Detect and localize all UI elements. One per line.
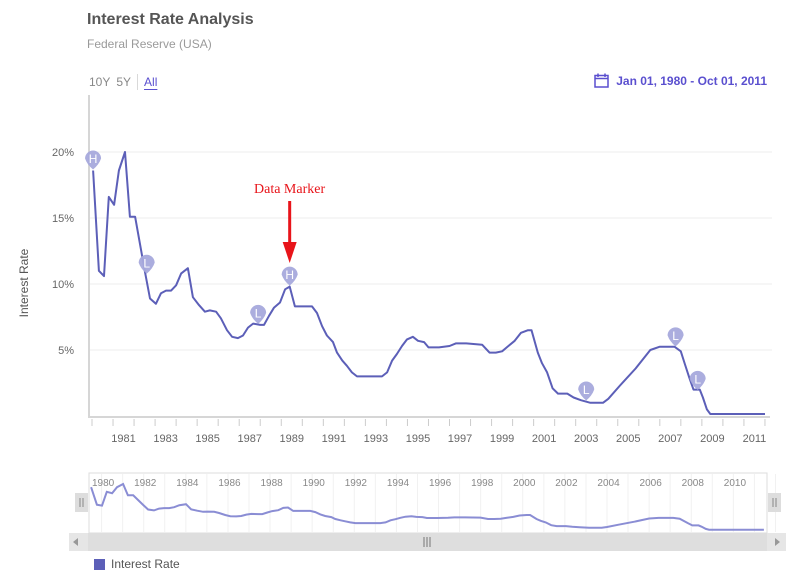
navigator-scrollbar[interactable] xyxy=(69,533,786,551)
x-tick-label: 1995 xyxy=(406,433,430,445)
marker-pin xyxy=(578,381,595,401)
marker-label: H xyxy=(285,268,294,282)
marker-pin xyxy=(85,150,102,170)
x-tick-label: 1983 xyxy=(153,433,177,445)
annotation-arrow xyxy=(282,201,297,263)
handle-body xyxy=(75,493,88,512)
x-tick-label: 1999 xyxy=(490,433,514,445)
marker-label: L xyxy=(672,329,679,343)
navigator-tick-label: 1994 xyxy=(387,478,410,489)
navigator-tick-label: 1988 xyxy=(260,478,283,489)
low-marker[interactable]: L xyxy=(667,327,684,347)
navigator-tick-label: 2006 xyxy=(640,478,663,489)
marker-label: L xyxy=(694,372,701,386)
x-tick-label: 1989 xyxy=(280,433,304,445)
range-button-all[interactable]: All xyxy=(144,75,158,89)
x-tick-label: 2005 xyxy=(616,433,640,445)
y-tick-label: 20% xyxy=(52,147,74,159)
legend-label: Interest Rate xyxy=(111,557,180,571)
marker-label: L xyxy=(583,383,590,397)
data-markers: H L L H L L L xyxy=(85,150,706,401)
navigator-tick-label: 2008 xyxy=(682,478,705,489)
y-tick-label: 5% xyxy=(58,345,74,357)
marker-pin xyxy=(689,370,706,390)
low-marker[interactable]: L xyxy=(250,304,267,324)
navigator-tick-label: 1984 xyxy=(176,478,199,489)
calendar-icon xyxy=(594,73,609,88)
marker-label: L xyxy=(255,306,262,320)
range-selector: 10Y 5Y All xyxy=(89,74,163,90)
navigator-tick-label: 2002 xyxy=(555,478,578,489)
marker-pin xyxy=(138,254,155,274)
x-tick-label: 1987 xyxy=(237,433,261,445)
navigator: 1980 1982 1984 1986 1988 1990 1992 1994 1996 1998… xyxy=(69,472,786,551)
x-tick-label: 1981 xyxy=(111,433,135,445)
navigator-tick-label: 1982 xyxy=(134,478,157,489)
chart-title: Interest Rate Analysis xyxy=(87,11,254,28)
arrow-left-icon xyxy=(73,538,78,546)
range-divider xyxy=(137,74,139,90)
navigator-tick-label: 1992 xyxy=(345,478,368,489)
navigator-left-handle[interactable] xyxy=(75,493,88,512)
range-button-5y[interactable]: 5Y xyxy=(116,75,132,89)
date-range-label: Jan 01, 1980 - Oct 01, 2011 xyxy=(616,73,767,88)
low-marker[interactable]: L xyxy=(689,370,706,390)
x-tick-label: 2007 xyxy=(658,433,682,445)
navigator-tick-label: 1986 xyxy=(218,478,241,489)
navigator-tick-label: 1998 xyxy=(471,478,494,489)
x-tick-label: 2003 xyxy=(574,433,598,445)
navigator-series-line xyxy=(90,482,764,531)
navigator-tick-label: 1990 xyxy=(303,478,326,489)
x-tick-label: 1993 xyxy=(364,433,388,445)
marker-label: H xyxy=(89,152,98,166)
navigator-tick-label: 2000 xyxy=(513,478,536,489)
navigator-frame xyxy=(88,472,768,534)
low-marker[interactable]: L xyxy=(578,381,595,401)
y-tick-label: 10% xyxy=(52,279,74,291)
y-tick-label: 15% xyxy=(52,213,74,225)
x-tick-label: 2001 xyxy=(532,433,556,445)
grid-lines xyxy=(89,151,772,351)
x-tick-label: 1985 xyxy=(195,433,219,445)
arrow-right-icon xyxy=(775,538,780,546)
x-axis: 1981 1983 1985 1987 1989 1991 1993 1995 1997 1999… xyxy=(88,95,770,445)
high-marker[interactable]: H xyxy=(85,150,102,170)
navigator-tick-label: 1996 xyxy=(429,478,452,489)
series-line-interest-rate xyxy=(92,151,765,415)
navigator-tick-label: 2010 xyxy=(724,478,747,489)
marker-label: L xyxy=(143,256,150,270)
legend-item-interest-rate[interactable]: Interest Rate xyxy=(94,557,180,571)
marker-pin xyxy=(667,327,684,347)
marker-pin xyxy=(281,266,298,286)
annotation-data-marker: Data Marker xyxy=(254,182,326,197)
x-tick-label: 1997 xyxy=(448,433,472,445)
x-tick-label: 2011 xyxy=(743,433,767,445)
marker-pin xyxy=(250,304,267,324)
chart-subtitle: Federal Reserve (USA) xyxy=(87,37,212,51)
arrow-head xyxy=(282,242,297,263)
high-marker[interactable]: H xyxy=(281,266,298,286)
navigator-tick-label: 1980 xyxy=(92,478,115,489)
x-tick-label: 1991 xyxy=(322,433,346,445)
range-button-10y[interactable]: 10Y xyxy=(89,75,111,89)
date-range-picker[interactable]: Jan 01, 1980 - Oct 01, 2011 xyxy=(594,73,767,88)
legend-swatch xyxy=(94,558,105,570)
low-marker[interactable]: L xyxy=(138,254,155,274)
y-axis-ticks: 5% 10% 15% 20% xyxy=(52,147,74,357)
navigator-right-handle[interactable] xyxy=(768,493,781,512)
navigator-tick-label: 2004 xyxy=(597,478,620,489)
handle-body xyxy=(768,493,781,512)
x-tick-label: 2009 xyxy=(700,433,724,445)
